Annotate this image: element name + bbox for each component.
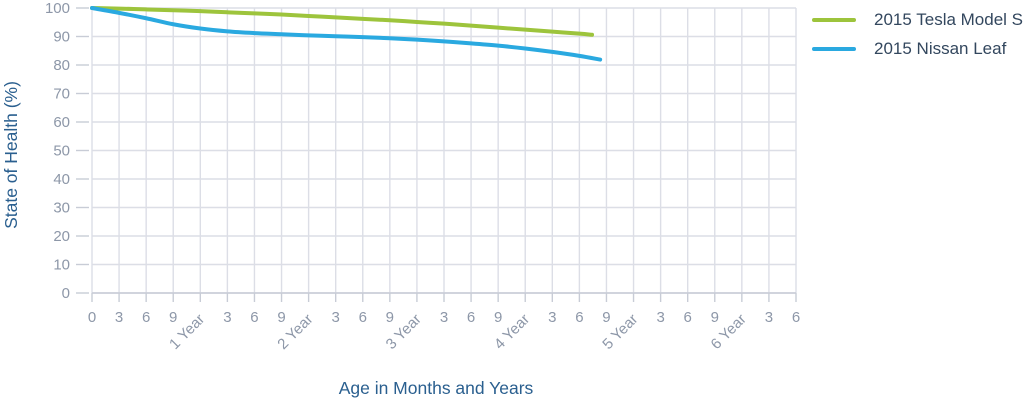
y-tick-label: 70 bbox=[53, 86, 70, 103]
tesla-model-s-line[interactable] bbox=[90, 6, 595, 37]
x-tick-label: 9 bbox=[386, 309, 394, 326]
y-tick-label: 10 bbox=[53, 257, 70, 274]
x-tick-label: 3 bbox=[548, 309, 556, 326]
tick-marks bbox=[76, 7, 797, 302]
y-tick-label: 60 bbox=[53, 114, 70, 131]
x-tick-label: 0 bbox=[88, 309, 96, 326]
y-tick-label: 100 bbox=[45, 0, 70, 17]
legend-label-tesla: 2015 Tesla Model S bbox=[874, 10, 1024, 29]
y-tick-label: 0 bbox=[62, 285, 70, 302]
x-tick-label: 6 bbox=[467, 309, 475, 326]
y-tick-label: 20 bbox=[53, 228, 70, 245]
x-tick-label: 3 bbox=[332, 309, 340, 326]
series-lines bbox=[90, 6, 603, 62]
x-tick-label: 6 bbox=[142, 309, 150, 326]
y-axis-title: State of Health (%) bbox=[1, 81, 21, 229]
legend-item-nissan-leaf[interactable]: 2015 Nissan Leaf bbox=[812, 35, 1023, 63]
legend-label-nissan: 2015 Nissan Leaf bbox=[874, 39, 1007, 58]
x-tick-label: 9 bbox=[602, 309, 610, 326]
x-tick-label: 6 bbox=[575, 309, 583, 326]
x-tick-label: 9 bbox=[169, 309, 177, 326]
x-tick-label: 3 bbox=[440, 309, 448, 326]
x-tick-label: 9 bbox=[494, 309, 502, 326]
x-tick-label: 6 bbox=[792, 309, 800, 326]
x-tick-label: 3 bbox=[656, 309, 664, 326]
x-tick-label: 3 bbox=[115, 309, 123, 326]
x-tick-label: 9 bbox=[277, 309, 285, 326]
x-tick-label: 3 bbox=[765, 309, 773, 326]
y-tick-label: 30 bbox=[53, 200, 70, 217]
x-tick-label: 3 bbox=[223, 309, 231, 326]
x-tick-label: 6 bbox=[250, 309, 258, 326]
x-axis-title: Age in Months and Years bbox=[339, 378, 534, 398]
y-tick-label: 50 bbox=[53, 143, 70, 160]
nissan-line-swatch bbox=[812, 47, 856, 51]
x-tick-label: 9 bbox=[711, 309, 719, 326]
gridlines bbox=[91, 7, 797, 294]
x-tick-label: 6 bbox=[684, 309, 692, 326]
y-tick-label: 90 bbox=[53, 29, 70, 46]
legend: 2015 Tesla Model S 2015 Nissan Leaf bbox=[812, 6, 1023, 63]
legend-item-tesla-model-s[interactable]: 2015 Tesla Model S bbox=[812, 6, 1023, 34]
nissan-leaf-line[interactable] bbox=[90, 6, 603, 62]
tesla-line-swatch bbox=[812, 18, 856, 22]
x-tick-label: 6 bbox=[359, 309, 367, 326]
y-tick-label: 80 bbox=[53, 57, 70, 74]
y-tick-label: 40 bbox=[53, 171, 70, 188]
